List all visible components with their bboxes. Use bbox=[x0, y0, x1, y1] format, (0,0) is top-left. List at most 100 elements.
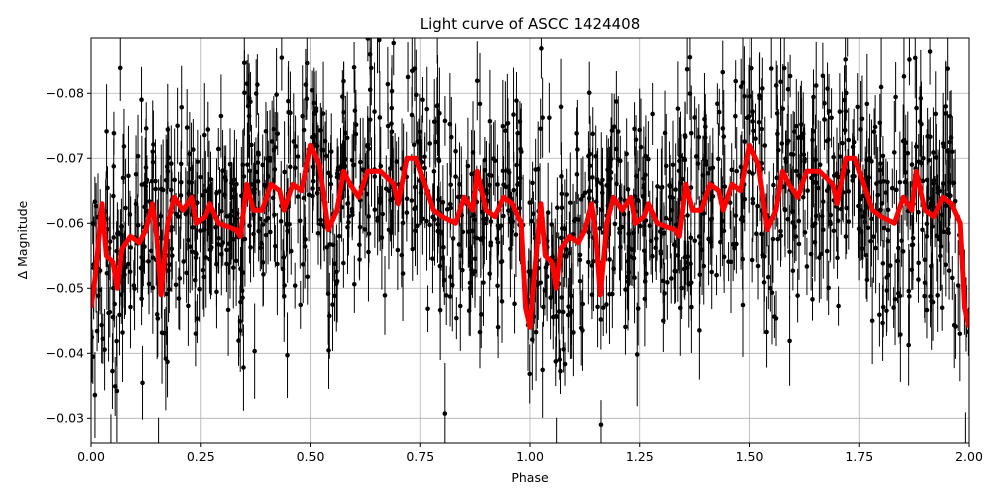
data-point bbox=[465, 229, 471, 235]
data-point bbox=[372, 109, 377, 114]
data-point bbox=[201, 132, 207, 138]
data-point bbox=[688, 261, 693, 267]
data-point bbox=[567, 200, 573, 206]
data-point bbox=[511, 187, 517, 193]
data-point bbox=[140, 380, 145, 386]
data-point bbox=[257, 245, 263, 251]
data-point bbox=[538, 126, 544, 132]
data-point bbox=[263, 128, 269, 134]
data-point bbox=[224, 214, 230, 219]
data-point bbox=[709, 269, 715, 275]
data-point bbox=[530, 337, 535, 342]
data-point bbox=[495, 240, 501, 245]
data-point bbox=[948, 135, 954, 140]
data-point bbox=[111, 193, 116, 199]
data-point bbox=[866, 175, 871, 180]
data-point bbox=[896, 245, 901, 251]
data-point bbox=[580, 301, 585, 307]
data-point bbox=[311, 100, 317, 106]
y-tick-label: −0.04 bbox=[46, 345, 84, 360]
data-point bbox=[701, 263, 707, 269]
data-point bbox=[220, 168, 225, 173]
data-point bbox=[744, 115, 750, 121]
data-point bbox=[909, 267, 915, 273]
data-point bbox=[943, 104, 949, 109]
data-point bbox=[176, 296, 182, 301]
data-point bbox=[635, 306, 641, 311]
data-point bbox=[757, 93, 762, 98]
data-point bbox=[916, 159, 922, 164]
data-point bbox=[127, 212, 133, 217]
data-point bbox=[619, 224, 625, 230]
data-point bbox=[163, 177, 169, 183]
data-point bbox=[728, 259, 734, 265]
data-point bbox=[513, 232, 519, 237]
data-point bbox=[918, 96, 924, 101]
data-point bbox=[950, 275, 955, 281]
data-point bbox=[306, 192, 312, 198]
x-tick-label: 1.50 bbox=[736, 449, 764, 464]
data-point bbox=[653, 236, 659, 241]
data-point bbox=[844, 90, 849, 96]
data-point bbox=[856, 226, 862, 232]
data-point bbox=[880, 320, 885, 326]
data-point bbox=[110, 368, 115, 374]
data-point bbox=[569, 293, 574, 299]
data-point bbox=[544, 274, 550, 279]
data-point bbox=[187, 244, 193, 250]
data-point bbox=[740, 218, 746, 224]
data-point bbox=[746, 169, 752, 175]
data-point bbox=[831, 154, 836, 160]
data-point bbox=[727, 200, 733, 205]
data-point bbox=[176, 214, 181, 219]
data-point bbox=[278, 218, 284, 224]
data-point bbox=[149, 178, 155, 184]
data-point bbox=[379, 235, 385, 240]
data-point bbox=[297, 218, 303, 224]
data-point bbox=[377, 115, 383, 120]
data-point bbox=[775, 236, 781, 242]
data-point bbox=[332, 261, 337, 267]
data-point bbox=[158, 213, 164, 219]
data-point bbox=[862, 219, 868, 225]
data-point bbox=[498, 223, 504, 229]
data-point bbox=[287, 221, 292, 227]
data-point bbox=[787, 249, 792, 255]
data-point bbox=[323, 153, 329, 159]
data-point bbox=[222, 175, 228, 180]
data-point bbox=[425, 306, 430, 312]
x-tick-label: 1.00 bbox=[516, 449, 544, 464]
y-tick-label: −0.06 bbox=[46, 215, 84, 230]
y-tick-label: −0.08 bbox=[46, 85, 84, 100]
data-point bbox=[880, 261, 886, 266]
data-point bbox=[590, 131, 596, 137]
data-point bbox=[864, 277, 870, 283]
data-point bbox=[151, 142, 156, 147]
data-point bbox=[135, 222, 141, 228]
data-point bbox=[186, 303, 191, 309]
data-point bbox=[437, 307, 443, 313]
data-point bbox=[382, 293, 388, 298]
data-point bbox=[892, 150, 897, 155]
data-point bbox=[612, 221, 618, 227]
data-point bbox=[367, 117, 373, 122]
data-point bbox=[797, 175, 803, 180]
data-point bbox=[240, 270, 246, 275]
data-point bbox=[275, 261, 280, 267]
data-point bbox=[527, 371, 533, 377]
data-point bbox=[662, 130, 668, 136]
data-point bbox=[154, 312, 160, 317]
x-tick-label: 0.50 bbox=[297, 449, 325, 464]
data-point bbox=[595, 304, 600, 310]
data-point bbox=[885, 207, 891, 213]
data-point bbox=[165, 359, 170, 365]
y-axis-label: Δ Magnitude bbox=[15, 200, 30, 279]
chart-title: Light curve of ASCC 1424408 bbox=[420, 15, 641, 33]
data-point bbox=[609, 128, 615, 133]
y-tick-label: −0.03 bbox=[46, 410, 84, 425]
data-point bbox=[533, 167, 538, 172]
data-point bbox=[304, 60, 310, 66]
data-point bbox=[721, 254, 727, 260]
data-point bbox=[593, 153, 599, 159]
data-point bbox=[488, 243, 493, 248]
